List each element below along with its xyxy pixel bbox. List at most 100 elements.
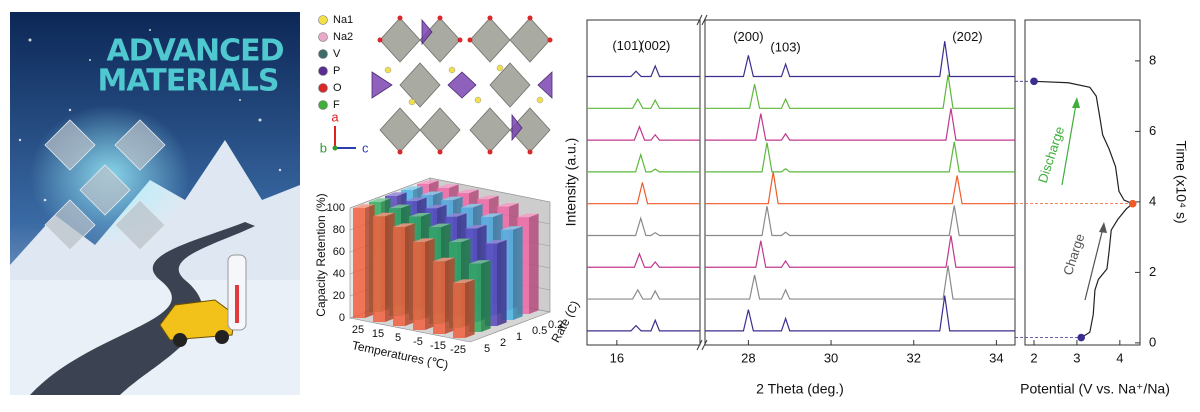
bar-top-shade xyxy=(353,204,375,208)
cover: ADVANCED MATERIALS xyxy=(10,12,300,395)
cover-title: MATERIALS xyxy=(98,64,279,99)
bar-top xyxy=(485,239,507,244)
bar-top-shade xyxy=(453,279,475,283)
legend-swatch xyxy=(318,83,328,93)
y-tick-label: 20 xyxy=(333,290,345,302)
bar-top-shade xyxy=(437,184,459,188)
bar-top xyxy=(517,213,539,218)
bar-top-shade xyxy=(421,191,443,196)
bar-side xyxy=(365,204,375,318)
data-line xyxy=(587,74,1015,109)
bar-side xyxy=(481,260,491,332)
bar-side-shade xyxy=(425,238,435,330)
rate-label: 2 xyxy=(500,337,506,349)
x-tick-label: 4 xyxy=(1116,350,1123,365)
bar-top-shade xyxy=(413,238,435,242)
bar-side xyxy=(385,212,395,322)
bar-top xyxy=(417,180,439,184)
bar-top xyxy=(405,197,427,202)
legend-label: V xyxy=(333,48,341,60)
legend-label: Na2 xyxy=(333,31,353,43)
data-line xyxy=(587,171,1015,205)
bar-top xyxy=(409,213,431,217)
bar-front xyxy=(413,242,425,330)
data-line xyxy=(587,205,1015,237)
bar-top-shade xyxy=(425,204,447,209)
legend-label: P xyxy=(333,65,340,77)
bar xyxy=(373,212,395,322)
annotation: Charge xyxy=(1060,232,1087,277)
bar-front xyxy=(353,208,365,318)
bar-top xyxy=(373,212,395,217)
rate-label: 1 xyxy=(516,331,522,343)
bar-top xyxy=(385,192,407,196)
bar-top-shade xyxy=(433,257,455,262)
y-tick-label: 80 xyxy=(333,224,345,236)
axis-indicator-label: b xyxy=(320,140,327,155)
bar-front xyxy=(373,216,385,322)
bar-side-shade xyxy=(529,213,539,314)
cover-title: ADVANCED xyxy=(106,34,283,69)
temperature-label: -5 xyxy=(413,336,423,348)
bar-top xyxy=(461,203,483,208)
y-tick-label: 60 xyxy=(333,246,345,258)
discharge-arrow xyxy=(1061,103,1077,186)
bar-top xyxy=(497,203,519,207)
charge-arrow xyxy=(1084,227,1104,301)
x-tick-label: 30 xyxy=(824,350,838,365)
bar-side-shade xyxy=(445,257,455,334)
data-line xyxy=(1033,80,1134,339)
annotation: (202) xyxy=(952,29,982,44)
bar-top-shade xyxy=(497,203,519,207)
bar-top-shade xyxy=(405,197,427,202)
bar-side-shade xyxy=(385,212,395,322)
tetrahedra xyxy=(371,18,553,142)
rate-label: 5 xyxy=(484,343,490,355)
thermometer-mercury xyxy=(235,285,239,323)
bar-top xyxy=(433,257,455,262)
bar-top xyxy=(449,238,471,243)
annotation: (103) xyxy=(770,40,800,55)
y-tick-label: 0 xyxy=(1149,334,1156,349)
rate-label: 0.5 xyxy=(532,325,547,337)
wheel xyxy=(173,333,187,347)
bar xyxy=(433,257,455,334)
temperature-label: 5 xyxy=(395,332,401,344)
annotation: (002) xyxy=(640,38,670,53)
bar-top xyxy=(429,223,451,228)
legend-swatch xyxy=(318,66,328,76)
y-axis-label: Capacity Retention (%) xyxy=(314,193,328,316)
bar-top-shade xyxy=(445,213,467,217)
bar-top-shade xyxy=(457,189,479,194)
octahedra xyxy=(379,17,551,153)
bar-top xyxy=(441,196,463,201)
y-tick-label: 0 xyxy=(339,312,345,324)
temperature-label: -15 xyxy=(430,340,446,352)
bar-top xyxy=(481,213,503,217)
data-line xyxy=(587,235,1015,268)
legend-label: O xyxy=(333,82,342,94)
axis-indicator xyxy=(332,126,356,151)
bar-top xyxy=(369,198,391,202)
bar-front xyxy=(393,227,405,326)
data-line xyxy=(587,295,1015,332)
bar-side-shade xyxy=(405,223,415,326)
oxygen-atoms xyxy=(377,15,553,155)
legend-label: F xyxy=(333,99,340,111)
bar-side-shade xyxy=(365,204,375,318)
bar-side xyxy=(445,257,455,334)
bar-top xyxy=(457,189,479,194)
bar-top-shade xyxy=(429,223,451,228)
legend-swatch xyxy=(318,32,328,42)
bar-top xyxy=(445,213,467,217)
road xyxy=(30,222,255,395)
discharge-arrowhead xyxy=(1072,97,1080,108)
bar-top-shade xyxy=(369,198,391,202)
temperature-label: -25 xyxy=(450,344,466,356)
x-tick-label: 34 xyxy=(989,350,1003,365)
temperature-label: 25 xyxy=(352,324,364,336)
x-axis-label: 2 Theta (deg.) xyxy=(756,381,844,397)
bar-side xyxy=(497,239,507,326)
